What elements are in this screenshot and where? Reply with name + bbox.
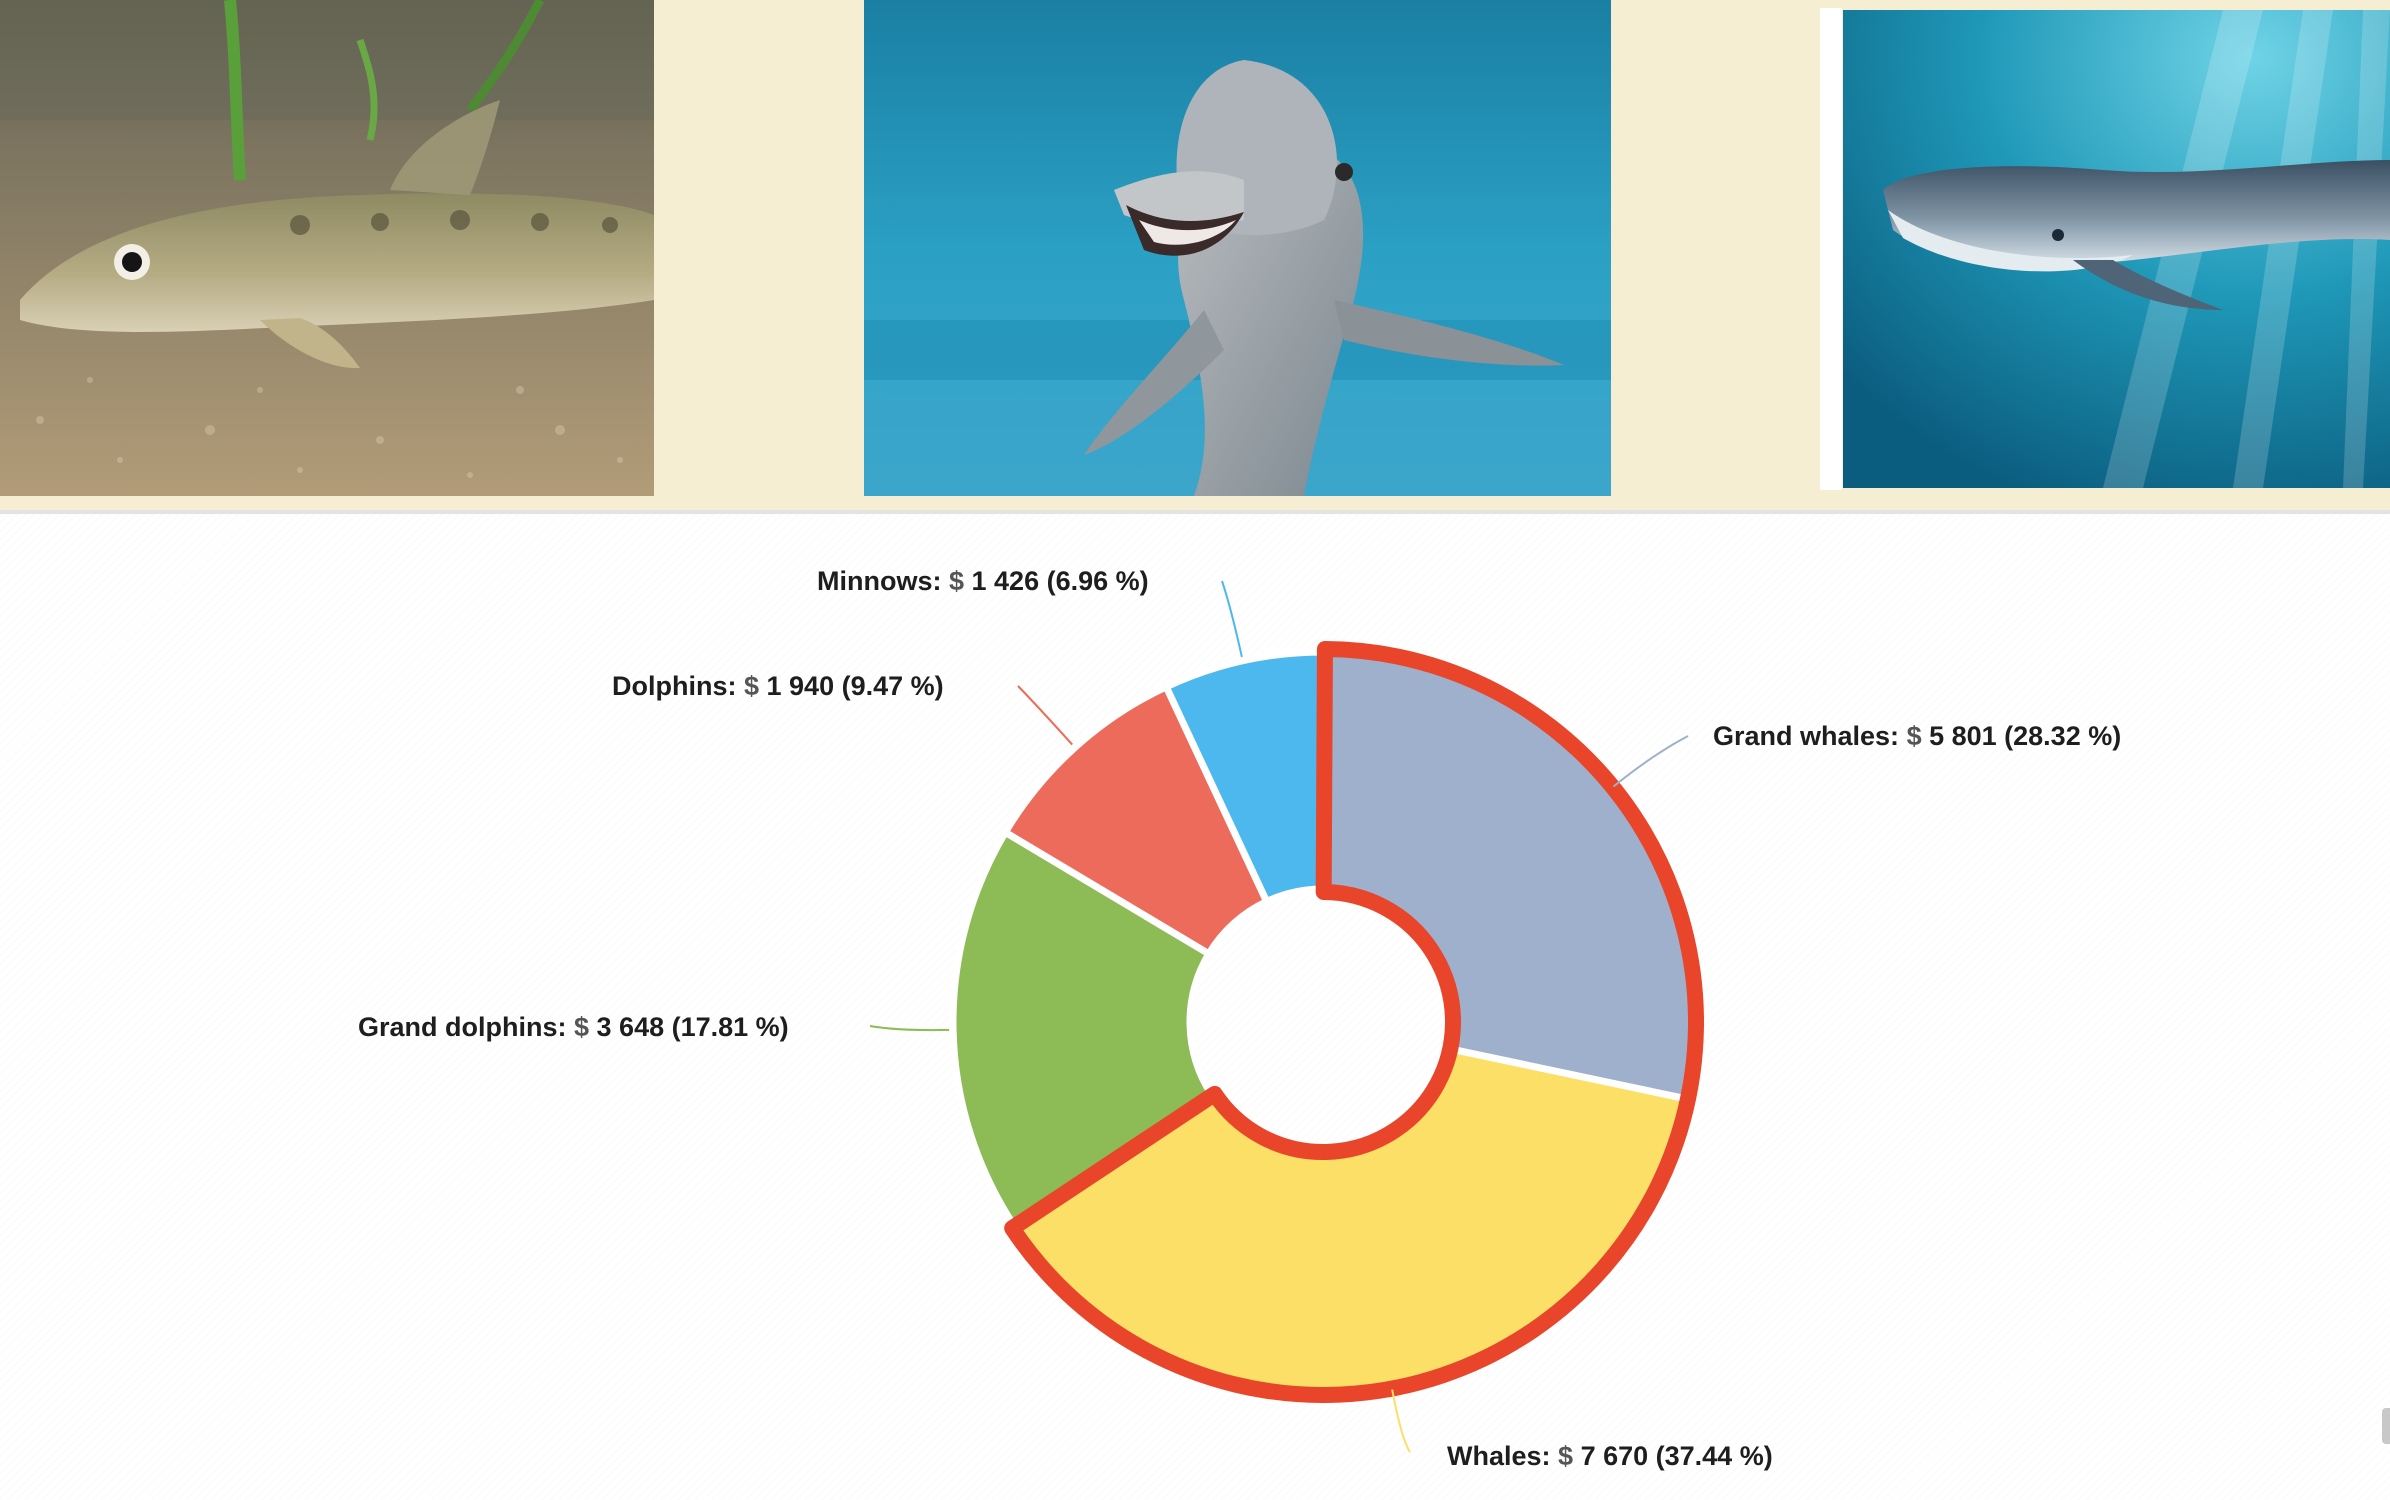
connector-minnows — [1221, 580, 1243, 658]
whale-photo — [1843, 10, 2390, 488]
data-label-grand-dolphins: Grand dolphins: $ 3 648 (17.81 %) — [358, 1012, 789, 1042]
data-label-whales: Whales: $ 7 670 (37.44 %) — [1447, 1441, 1773, 1471]
slice-dolphins[interactable] — [1001, 683, 1271, 958]
data-label-currency: $ — [574, 1012, 597, 1042]
data-label-currency: $ — [1558, 1441, 1581, 1471]
dolphin-photo — [864, 0, 1611, 496]
data-label-grand-whales: Grand whales: $ 5 801 (28.32 %) — [1713, 721, 2121, 751]
data-label-name: Grand dolphins: — [358, 1012, 574, 1042]
data-label-value: 5 801 (28.32 %) — [1929, 721, 2121, 751]
donut-chart-panel: Grand whales: $ 5 801 (28.32 %) Whales: $… — [0, 514, 2390, 1500]
data-label-value: 3 648 (17.81 %) — [597, 1012, 789, 1042]
data-label-currency: $ — [949, 566, 972, 596]
connector-grand-whales — [1612, 735, 1689, 788]
data-label-dolphins: Dolphins: $ 1 940 (9.47 %) — [612, 671, 944, 701]
connector-whales — [1391, 1389, 1411, 1453]
data-label-value: 7 670 (37.44 %) — [1581, 1441, 1773, 1471]
whale-photo-frame — [1820, 8, 1842, 490]
data-label-currency: $ — [1907, 721, 1930, 751]
slice-grand-dolphins[interactable] — [949, 828, 1216, 1229]
data-label-name: Dolphins: — [612, 671, 744, 701]
selected-slices-outline — [1004, 641, 1704, 1403]
slice-grand-whales[interactable] — [1319, 648, 1697, 1103]
connector-grand-dolphins — [869, 1025, 950, 1032]
data-label-name: Minnows: — [817, 566, 949, 596]
donut-chart: Grand whales: $ 5 801 (28.32 %) Whales: $… — [358, 566, 2121, 1471]
image-banner — [0, 0, 2390, 510]
scrollbar-thumb[interactable] — [2382, 1408, 2390, 1444]
fish-photo — [0, 0, 654, 496]
data-label-name: Whales: — [1447, 1441, 1558, 1471]
data-label-name: Grand whales: — [1713, 721, 1907, 751]
data-label-value: 1 940 (9.47 %) — [767, 671, 944, 701]
data-label-minnows: Minnows: $ 1 426 (6.96 %) — [817, 566, 1149, 596]
banner-divider — [0, 510, 2390, 514]
data-label-value: 1 426 (6.96 %) — [972, 566, 1149, 596]
connector-dolphins — [1017, 685, 1073, 746]
data-label-currency: $ — [744, 671, 767, 701]
